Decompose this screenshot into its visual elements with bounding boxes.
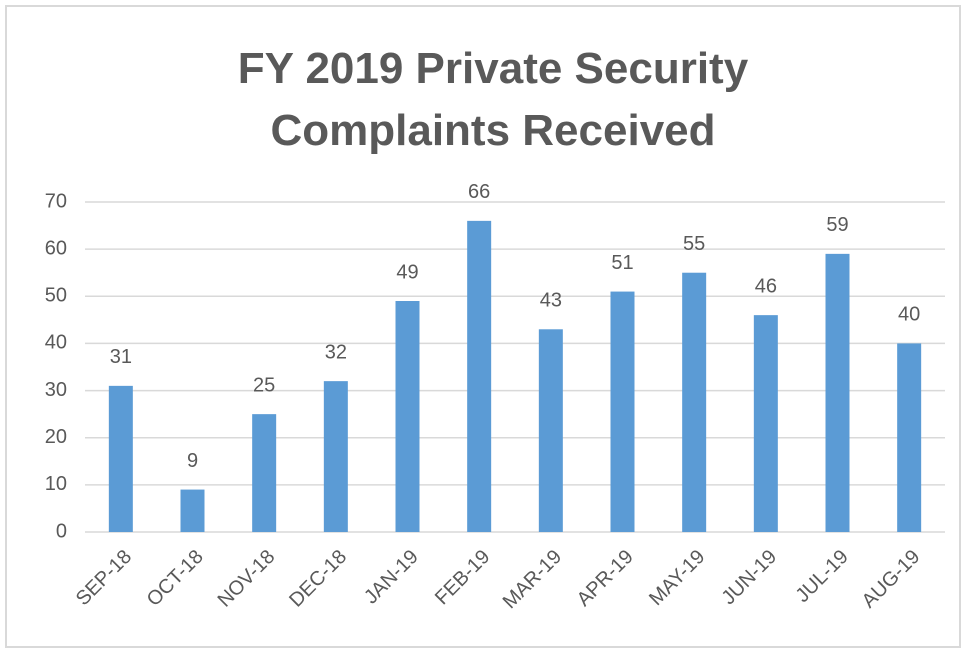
y-tick-label: 60 (45, 237, 67, 259)
data-label: 55 (683, 233, 705, 255)
x-tick-label: MAR-19 (499, 546, 566, 613)
x-tick-label: SEP-18 (72, 546, 136, 610)
bar (180, 489, 205, 532)
y-tick-label: 50 (45, 285, 67, 307)
x-tick-label: JAN-19 (360, 546, 423, 609)
data-label: 40 (898, 304, 920, 326)
bar (108, 385, 133, 532)
x-tick-label: OCT-18 (143, 546, 208, 611)
x-tick-label: NOV-18 (214, 546, 280, 612)
y-tick-label: 70 (45, 190, 67, 212)
data-label: 59 (826, 214, 848, 236)
frame (5, 5, 961, 648)
data-label: 32 (325, 341, 347, 363)
x-tick-label: AUG-19 (858, 546, 925, 613)
bar (825, 253, 850, 532)
bar (610, 291, 635, 532)
y-tick-label: 30 (45, 379, 67, 401)
x-tick-label: MAY-19 (645, 546, 709, 610)
data-label: 66 (468, 181, 490, 203)
bar (252, 414, 277, 532)
data-label: 31 (110, 346, 132, 368)
y-tick-label: 40 (45, 332, 67, 354)
data-label: 51 (611, 252, 633, 274)
chart-title: FY 2019 Private Security Complaints Rece… (237, 44, 749, 155)
bar (395, 301, 420, 532)
data-label: 49 (396, 261, 418, 283)
data-label: 43 (540, 290, 562, 312)
bar (682, 272, 707, 532)
data-label: 9 (187, 450, 198, 472)
bar (323, 381, 348, 532)
x-tick-label: FEB-19 (431, 546, 495, 610)
bar (753, 315, 778, 532)
y-tick-label: 0 (56, 520, 67, 542)
bar (538, 329, 563, 532)
data-label: 25 (253, 374, 275, 396)
x-tick-label: APR-19 (573, 546, 638, 611)
x-tick-label: DEC-18 (285, 546, 351, 612)
y-tick-label: 10 (45, 473, 67, 495)
x-tick-label: JUL-19 (792, 546, 853, 607)
y-tick-label: 20 (45, 426, 67, 448)
bar (897, 343, 922, 532)
data-label: 46 (755, 275, 777, 297)
x-tick-label: JUN-19 (718, 546, 781, 609)
bar (467, 220, 492, 532)
